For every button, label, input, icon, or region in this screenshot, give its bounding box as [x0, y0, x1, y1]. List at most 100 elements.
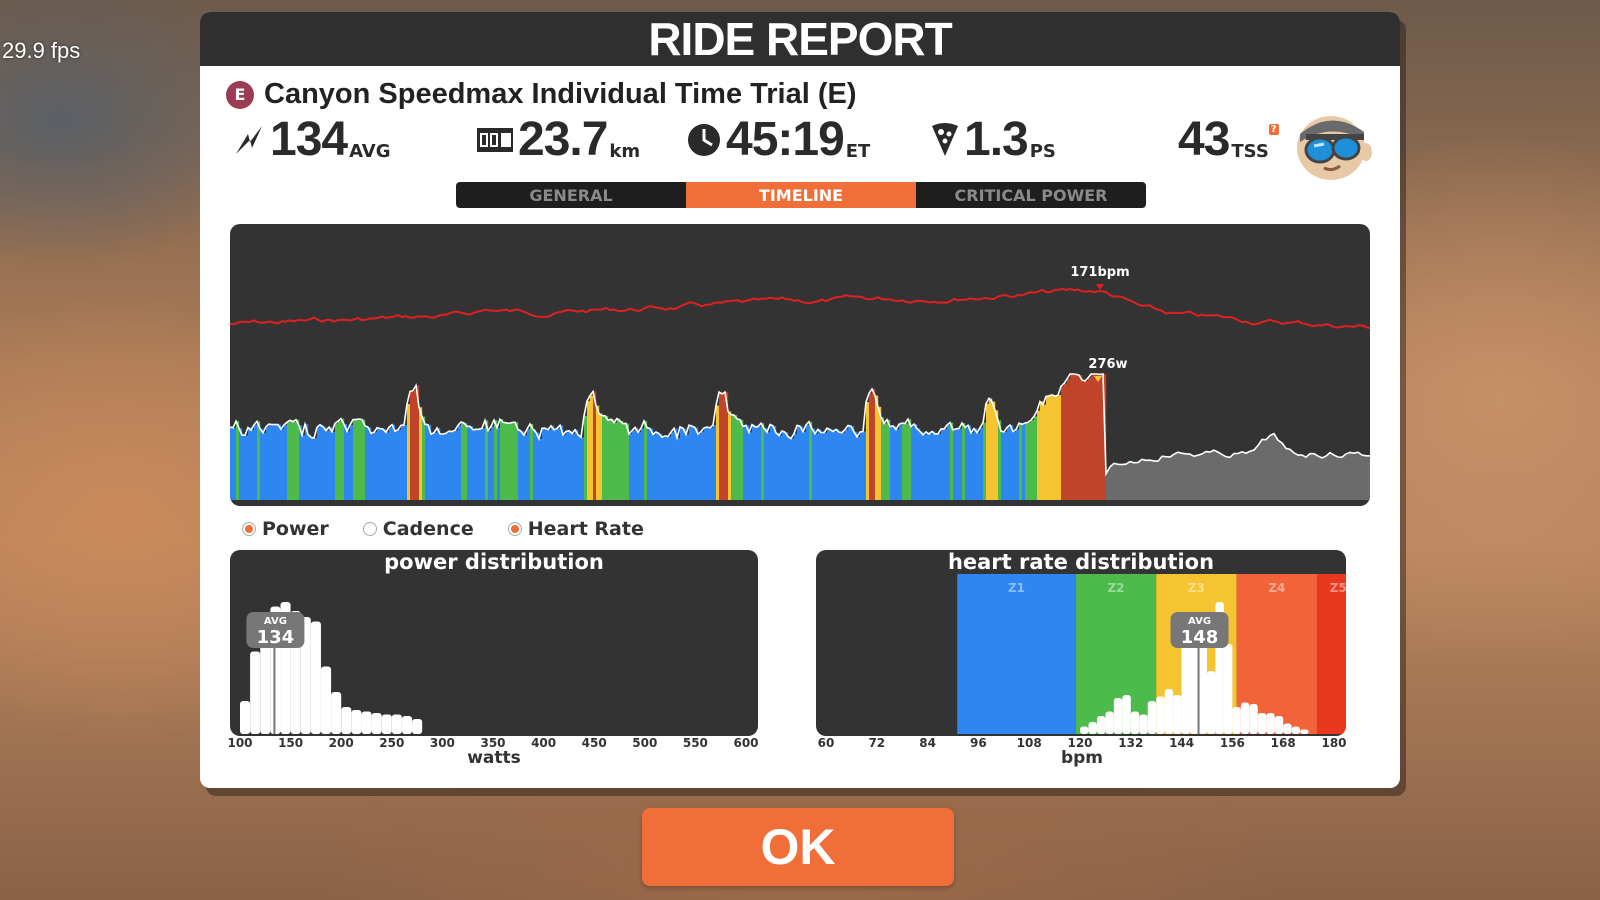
power-zone-bar	[782, 430, 786, 500]
power-zone-bar	[1049, 395, 1053, 500]
hr-distribution-title: heart rate distribution	[947, 550, 1215, 574]
power-zone-bar	[296, 419, 300, 500]
avatar	[1286, 104, 1372, 184]
distribution-bar	[1113, 698, 1123, 734]
axis-tick-label: 450	[581, 736, 607, 750]
power-zone-bar	[677, 437, 681, 500]
power-zone-bar	[761, 423, 765, 500]
distribution-bar	[1283, 723, 1292, 734]
power-zone-bar	[353, 419, 357, 500]
power-zone-bar	[707, 427, 711, 500]
cadence-toggle[interactable]	[362, 522, 377, 536]
power-zone-bar	[932, 431, 936, 500]
power-zone-bar	[611, 419, 615, 500]
tab-general[interactable]: GENERAL	[529, 185, 613, 205]
power-zone-bar	[764, 428, 768, 500]
axis-tick-label: 180	[1321, 736, 1347, 750]
power-distribution-title: power distribution	[384, 550, 604, 574]
distribution-bar	[1291, 726, 1301, 734]
power-zone-bar	[1097, 374, 1101, 500]
tab-critical-power[interactable]: CRITICAL POWER	[954, 185, 1108, 205]
hr-x-label: bpm	[1060, 748, 1104, 768]
power-zone-bar	[638, 432, 642, 500]
hr-zone-band	[1317, 574, 1346, 734]
power-zone-bar	[257, 421, 261, 500]
power-zone-bar	[1001, 431, 1005, 500]
avg-value: 134	[257, 627, 295, 648]
power-zone-bar	[356, 419, 360, 500]
power-zone-bar	[515, 422, 519, 500]
power-zone-bar	[725, 392, 729, 500]
legend-power[interactable]: Power	[242, 518, 329, 540]
power-zone-bar	[878, 406, 882, 500]
power-zone-bar	[935, 434, 939, 500]
power-zone-bar	[851, 426, 855, 500]
power-zone-bar	[401, 425, 405, 500]
axis-tick-label: 60	[817, 736, 835, 750]
power-zone-bar	[980, 427, 984, 500]
power-zone-bar	[308, 434, 312, 500]
power-zone-bar	[947, 425, 951, 500]
power-zone-bar	[254, 424, 258, 500]
tab-timeline[interactable]: TIMELINE	[686, 182, 916, 208]
legend-cadence[interactable]: Cadence	[362, 518, 474, 540]
power-zone-bar	[1064, 383, 1068, 500]
power-zone-bar	[347, 431, 351, 500]
power-zone-bar	[1082, 380, 1086, 500]
heart-rate-toggle[interactable]	[507, 522, 522, 536]
distribution-bar	[1266, 713, 1275, 734]
power-zone-bar	[974, 428, 978, 500]
power-zone-bar	[332, 431, 336, 500]
power-zone-bar	[467, 426, 471, 500]
power-zone-bar	[740, 419, 744, 500]
power-zone-bar	[593, 391, 597, 500]
avg-label: AVG	[264, 616, 287, 627]
power-zone-bar	[731, 414, 735, 500]
power-zone-bar	[434, 432, 438, 500]
power-zone-bar	[344, 424, 348, 500]
power-zone-bar	[635, 427, 639, 500]
power-zone-bar	[413, 390, 417, 500]
power-zone-bar	[422, 416, 426, 500]
power-zone-bar	[899, 424, 903, 500]
power-zone-bar	[1046, 396, 1050, 500]
power-zone-bar	[497, 427, 501, 500]
heart-rate-line	[230, 287, 1370, 330]
distribution-bar	[351, 710, 362, 734]
legend-heart-rate[interactable]: Heart Rate	[507, 518, 644, 540]
power-zone-bar	[689, 425, 693, 500]
power-zone-bar	[881, 417, 885, 500]
power-zone-bar	[245, 435, 249, 500]
power-zone-bar	[722, 393, 726, 500]
legend-cadence-label: Cadence	[382, 518, 474, 540]
power-toggle[interactable]	[242, 522, 256, 536]
power-zone-bar	[251, 430, 255, 500]
avg-marker-badge	[246, 612, 305, 648]
power-zone-bar	[788, 436, 792, 500]
power-zone-bar	[644, 420, 648, 500]
power-zone-bar	[293, 421, 297, 500]
tss-help-icon[interactable]: ?	[1268, 124, 1279, 135]
power-zone-bar	[404, 425, 408, 500]
power-zone-bar	[773, 425, 777, 500]
power-zone-bar	[800, 426, 804, 500]
power-zone-bar	[596, 405, 600, 500]
hr-zone-label: Z5	[1330, 581, 1346, 595]
power-zone-bar	[716, 405, 720, 500]
power-zone-bar	[1034, 416, 1038, 500]
power-zone-bar	[500, 419, 504, 500]
power-zone-bar	[893, 425, 897, 500]
distribution-bar	[1096, 716, 1106, 734]
power-zone-bar	[1055, 396, 1059, 500]
power-zone-bar	[842, 432, 846, 500]
power-zone-bar	[1019, 423, 1023, 500]
hr-zone-label: Z4	[1268, 581, 1285, 595]
power-zone-bar	[791, 438, 795, 500]
power-zone-bar	[653, 434, 657, 500]
power-zone-bar	[668, 436, 672, 500]
power-zone-bar	[701, 431, 705, 500]
ok-button[interactable]: OK	[642, 808, 954, 886]
power-line	[230, 373, 1370, 477]
power-zone-bar	[710, 427, 714, 500]
